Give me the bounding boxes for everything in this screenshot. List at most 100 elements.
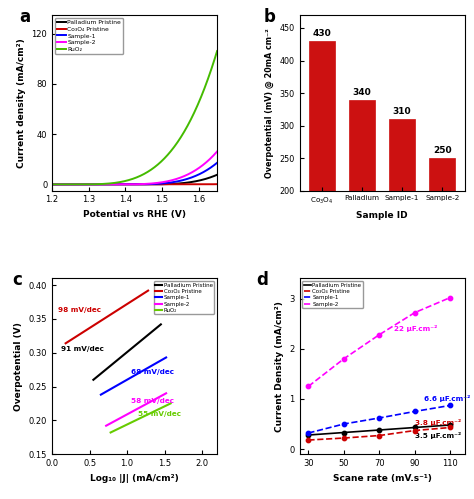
Bar xyxy=(309,41,335,321)
X-axis label: Sample ID: Sample ID xyxy=(356,211,408,220)
Co₃O₄ Pristine xyxy=(181,181,187,187)
Y-axis label: Overpotential (mV) @ 20mA cm⁻²: Overpotential (mV) @ 20mA cm⁻² xyxy=(265,28,274,178)
Co₃O₄ Pristine xyxy=(412,428,418,434)
Palladium Pristine xyxy=(341,430,347,436)
Legend: Palladium Pristine, Co₃O₄ Pristine, Sample-1, Sample-2: Palladium Pristine, Co₃O₄ Pristine, Samp… xyxy=(302,281,363,308)
Sample-2 xyxy=(181,173,187,179)
Palladium Pristine xyxy=(122,181,128,187)
Point xyxy=(375,426,383,434)
Palladium Pristine xyxy=(49,181,55,187)
Text: 58 mV/dec: 58 mV/dec xyxy=(131,398,174,404)
Line: RuO₂: RuO₂ xyxy=(52,51,217,184)
Line: Palladium Pristine: Palladium Pristine xyxy=(93,324,161,380)
Sample-2 xyxy=(49,181,55,187)
RuO₂ xyxy=(168,400,173,406)
Y-axis label: Current Density (mA/cm²): Current Density (mA/cm²) xyxy=(275,301,284,432)
Sample-2 xyxy=(66,181,72,187)
Palladium Pristine xyxy=(66,181,72,187)
Co₃O₄ Pristine xyxy=(178,181,183,187)
Text: 68 mV/dec: 68 mV/dec xyxy=(131,369,174,375)
Palladium Pristine xyxy=(116,181,122,187)
Co₃O₄ Pristine xyxy=(163,181,168,187)
Point xyxy=(340,355,348,363)
Point xyxy=(375,414,383,422)
Text: a: a xyxy=(19,8,30,26)
Sample-1 xyxy=(122,181,128,187)
RuO₂ xyxy=(214,48,220,54)
Palladium Pristine xyxy=(181,180,187,186)
Sample-1 xyxy=(116,181,122,187)
Line: Sample-1: Sample-1 xyxy=(101,357,166,395)
Co₃O₄ Pristine xyxy=(116,181,122,187)
Sample-1 xyxy=(178,178,183,184)
Legend: Palladium Pristine, Co₃O₄ Pristine, Sample-1, Sample-2, RuO₂: Palladium Pristine, Co₃O₄ Pristine, Samp… xyxy=(55,18,123,54)
Palladium Pristine xyxy=(91,377,96,383)
Point xyxy=(411,308,419,316)
RuO₂ xyxy=(116,179,122,185)
Point xyxy=(305,431,312,439)
Legend: Palladium Pristine, Co₃O₄ Pristine, Sample-1, Sample-2, RuO₂: Palladium Pristine, Co₃O₄ Pristine, Samp… xyxy=(154,281,214,314)
Sample-2 xyxy=(163,179,168,185)
Line: Sample-2: Sample-2 xyxy=(52,152,217,184)
Co₃O₄ Pristine xyxy=(447,425,453,431)
Palladium Pristine xyxy=(376,427,382,433)
Sample-2 xyxy=(178,175,183,181)
Co₃O₄ Pristine xyxy=(214,181,220,187)
Point xyxy=(340,434,348,442)
Text: 310: 310 xyxy=(393,107,411,116)
Sample-1 xyxy=(447,402,453,408)
Sample-2 xyxy=(447,294,453,300)
Sample-1 xyxy=(98,392,104,398)
X-axis label: Potential vs RHE (V): Potential vs RHE (V) xyxy=(83,210,186,219)
Co₃O₄ Pristine xyxy=(306,437,311,443)
RuO₂ xyxy=(108,430,113,436)
Palladium Pristine xyxy=(158,321,164,327)
RuO₂ xyxy=(181,129,187,135)
Text: b: b xyxy=(263,8,275,26)
Palladium Pristine xyxy=(306,432,311,438)
Sample-1 xyxy=(181,177,187,183)
Text: 55 mV/dec: 55 mV/dec xyxy=(138,411,182,417)
Sample-1 xyxy=(163,354,169,360)
Sample-1 xyxy=(49,181,55,187)
Line: Sample-2: Sample-2 xyxy=(309,297,450,386)
Text: c: c xyxy=(12,271,22,289)
Co₃O₄ Pristine xyxy=(63,340,68,346)
Co₃O₄ Pristine xyxy=(145,287,151,293)
X-axis label: Scane rate (mV.s⁻¹): Scane rate (mV.s⁻¹) xyxy=(333,474,431,483)
Line: Sample-1: Sample-1 xyxy=(52,163,217,184)
Palladium Pristine xyxy=(412,425,418,431)
Sample-2 xyxy=(376,332,382,338)
Point xyxy=(411,408,419,416)
Line: RuO₂: RuO₂ xyxy=(110,403,171,433)
Line: Co₃O₄ Pristine: Co₃O₄ Pristine xyxy=(309,428,450,440)
Text: 340: 340 xyxy=(353,88,371,97)
RuO₂ xyxy=(178,134,183,140)
Sample-1 xyxy=(306,430,311,436)
Sample-2 xyxy=(306,383,311,389)
Sample-1 xyxy=(214,160,220,166)
Line: Palladium Pristine: Palladium Pristine xyxy=(309,425,450,435)
Co₃O₄ Pristine xyxy=(341,435,347,441)
Point xyxy=(340,429,348,437)
Line: Sample-2: Sample-2 xyxy=(106,393,166,426)
Sample-1 xyxy=(163,180,168,186)
Bar xyxy=(349,99,375,321)
Sample-2 xyxy=(103,423,109,429)
RuO₂ xyxy=(66,181,72,187)
Point xyxy=(447,421,454,429)
Co₃O₄ Pristine xyxy=(66,181,72,187)
Point xyxy=(411,424,419,432)
Text: 430: 430 xyxy=(312,29,331,38)
Point xyxy=(447,401,454,409)
Palladium Pristine xyxy=(178,180,183,186)
Point xyxy=(305,382,312,390)
Text: 91 mV/dec: 91 mV/dec xyxy=(61,346,104,352)
Text: 3.5 μF.cm⁻²: 3.5 μF.cm⁻² xyxy=(415,432,461,439)
Y-axis label: Current density (mA/cm²): Current density (mA/cm²) xyxy=(17,38,26,168)
Line: Palladium Pristine: Palladium Pristine xyxy=(52,175,217,184)
Point xyxy=(447,424,454,432)
Sample-2 xyxy=(214,149,220,155)
Sample-2 xyxy=(341,356,347,362)
Text: 98 mV/dec: 98 mV/dec xyxy=(58,307,101,313)
